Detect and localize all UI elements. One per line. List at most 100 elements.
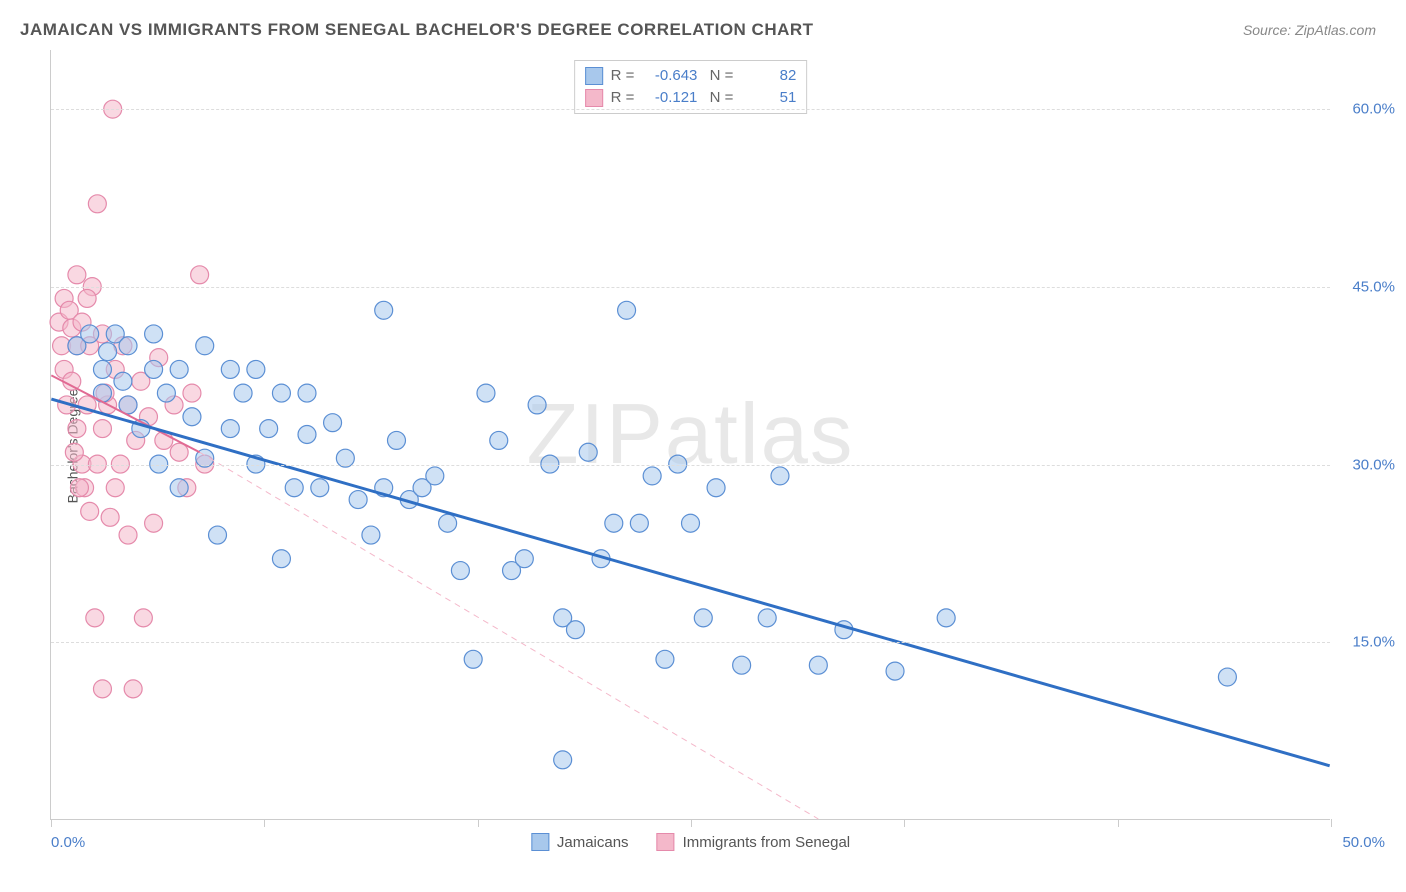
data-point xyxy=(134,609,152,627)
data-point xyxy=(272,384,290,402)
data-point xyxy=(81,502,99,520)
x-tick xyxy=(691,819,692,827)
data-point xyxy=(464,650,482,668)
data-point xyxy=(733,656,751,674)
data-point xyxy=(101,508,119,526)
source-label: Source: ZipAtlas.com xyxy=(1243,22,1376,38)
stats-row-1: R = -0.643 N = 82 xyxy=(585,65,797,87)
trend-line xyxy=(51,399,1329,766)
data-point xyxy=(124,680,142,698)
r-label: R = xyxy=(611,87,635,109)
data-point xyxy=(247,360,265,378)
gridline xyxy=(51,287,1330,288)
data-point xyxy=(298,426,316,444)
swatch-blue xyxy=(531,833,549,851)
data-point xyxy=(809,656,827,674)
plot-area: ZIPatlas R = -0.643 N = 82 R = -0.121 N … xyxy=(50,50,1330,820)
data-point xyxy=(387,431,405,449)
data-point xyxy=(93,420,111,438)
r-value-2: -0.121 xyxy=(642,87,697,109)
data-point xyxy=(566,621,584,639)
data-point xyxy=(170,479,188,497)
data-point xyxy=(758,609,776,627)
data-point xyxy=(183,408,201,426)
data-point xyxy=(886,662,904,680)
data-point xyxy=(515,550,533,568)
data-point xyxy=(86,609,104,627)
x-tick xyxy=(904,819,905,827)
y-tick-label: 60.0% xyxy=(1352,101,1395,118)
data-point xyxy=(93,360,111,378)
data-point xyxy=(643,467,661,485)
data-point xyxy=(81,325,99,343)
n-value-1: 82 xyxy=(741,65,796,87)
x-tick xyxy=(1118,819,1119,827)
y-tick-label: 30.0% xyxy=(1352,456,1395,473)
data-point xyxy=(145,360,163,378)
data-point xyxy=(99,343,117,361)
bottom-legend: Jamaicans Immigrants from Senegal xyxy=(531,833,850,851)
x-tick-label: 50.0% xyxy=(1342,834,1385,851)
data-point xyxy=(362,526,380,544)
data-point xyxy=(183,384,201,402)
data-point xyxy=(260,420,278,438)
data-point xyxy=(605,514,623,532)
data-point xyxy=(426,467,444,485)
scatter-svg xyxy=(51,50,1330,819)
data-point xyxy=(349,491,367,509)
data-point xyxy=(439,514,457,532)
data-point xyxy=(528,396,546,414)
data-point xyxy=(272,550,290,568)
data-point xyxy=(375,301,393,319)
data-point xyxy=(65,443,83,461)
swatch-pink xyxy=(657,833,675,851)
swatch-blue xyxy=(585,67,603,85)
n-label: N = xyxy=(705,87,733,109)
data-point xyxy=(234,384,252,402)
data-point xyxy=(682,514,700,532)
data-point xyxy=(477,384,495,402)
data-point xyxy=(170,360,188,378)
data-point xyxy=(937,609,955,627)
data-point xyxy=(656,650,674,668)
data-point xyxy=(324,414,342,432)
legend-label-1: Jamaicans xyxy=(557,834,629,851)
data-point xyxy=(490,431,508,449)
data-point xyxy=(209,526,227,544)
y-tick-label: 45.0% xyxy=(1352,278,1395,295)
gridline xyxy=(51,642,1330,643)
data-point xyxy=(68,420,86,438)
data-point xyxy=(221,420,239,438)
legend-item-1: Jamaicans xyxy=(531,833,629,851)
r-value-1: -0.643 xyxy=(642,65,697,87)
data-point xyxy=(298,384,316,402)
data-point xyxy=(145,325,163,343)
x-tick xyxy=(478,819,479,827)
gridline xyxy=(51,465,1330,466)
data-point xyxy=(451,562,469,580)
n-label: N = xyxy=(705,65,733,87)
y-tick-label: 15.0% xyxy=(1352,634,1395,651)
legend-item-2: Immigrants from Senegal xyxy=(657,833,851,851)
data-point xyxy=(1218,668,1236,686)
data-point xyxy=(70,479,88,497)
data-point xyxy=(285,479,303,497)
stats-legend: R = -0.643 N = 82 R = -0.121 N = 51 xyxy=(574,60,808,114)
data-point xyxy=(145,514,163,532)
data-point xyxy=(68,266,86,284)
x-tick xyxy=(51,819,52,827)
data-point xyxy=(93,680,111,698)
data-point xyxy=(630,514,648,532)
trend-line-extrapolated xyxy=(200,452,819,819)
r-label: R = xyxy=(611,65,635,87)
legend-label-2: Immigrants from Senegal xyxy=(683,834,851,851)
data-point xyxy=(119,526,137,544)
data-point xyxy=(106,479,124,497)
data-point xyxy=(694,609,712,627)
chart-container: JAMAICAN VS IMMIGRANTS FROM SENEGAL BACH… xyxy=(0,0,1406,892)
n-value-2: 51 xyxy=(741,87,796,109)
data-point xyxy=(221,360,239,378)
data-point xyxy=(196,337,214,355)
data-point xyxy=(88,195,106,213)
data-point xyxy=(114,372,132,390)
